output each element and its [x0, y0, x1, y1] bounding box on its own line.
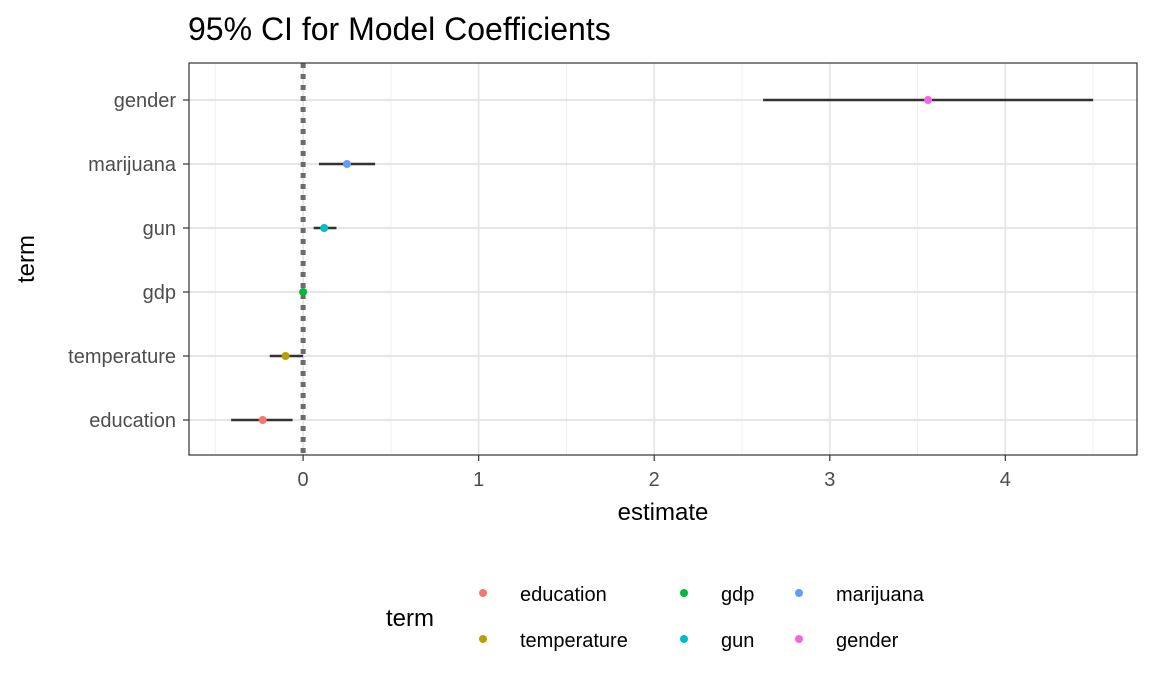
axis-layer: gender marijuana gun gdp temperature educatio… [68, 90, 1011, 491]
legend-label-gdp: gdp [721, 584, 754, 606]
y-tick-label-education: education [89, 410, 176, 432]
estimate-point-gdp [299, 288, 308, 296]
y-tick-label-gdp: gdp [143, 282, 176, 304]
estimate-point-marijuana [343, 160, 351, 168]
legend-key-education [479, 589, 487, 597]
legend-key-gun [680, 635, 688, 643]
y-tick-label-temperature: temperature [68, 346, 176, 368]
x-tick-label: 2 [649, 469, 660, 491]
legend-label-gender: gender [836, 630, 899, 652]
chart-title: 95% CI for Model Coefficients [188, 11, 611, 47]
y-axis-title: term [13, 235, 40, 283]
y-tick-label-gun: gun [143, 218, 176, 240]
legend-label-gun: gun [721, 630, 754, 652]
grid-layer [189, 63, 1137, 455]
x-tick-label: 0 [298, 469, 309, 491]
estimate-point-gun [320, 224, 329, 232]
estimate-point-gender [924, 96, 933, 104]
legend-key-gender [795, 635, 803, 643]
x-tick-label: 4 [1000, 469, 1011, 491]
x-tick-label: 1 [473, 469, 484, 491]
estimate-point-temperature [281, 352, 290, 360]
legend-title: term [386, 605, 434, 632]
legend-key-temperature [479, 635, 487, 643]
x-tick-label: 3 [824, 469, 835, 491]
legend-key-gdp [680, 589, 688, 597]
marks-layer [231, 96, 1094, 424]
legend-label-temperature: temperature [520, 630, 628, 652]
estimate-point-education [258, 416, 267, 424]
plot-panel-border [188, 62, 1138, 456]
y-tick-label-marijuana: marijuana [88, 154, 177, 176]
y-tick-label-gender: gender [114, 90, 177, 112]
legend-key-marijuana [795, 589, 803, 597]
legend: education temperature gdp gun marijuana gende… [479, 584, 925, 652]
x-axis-title: estimate [618, 499, 709, 526]
legend-label-marijuana: marijuana [836, 584, 925, 606]
legend-label-education: education [520, 584, 607, 606]
